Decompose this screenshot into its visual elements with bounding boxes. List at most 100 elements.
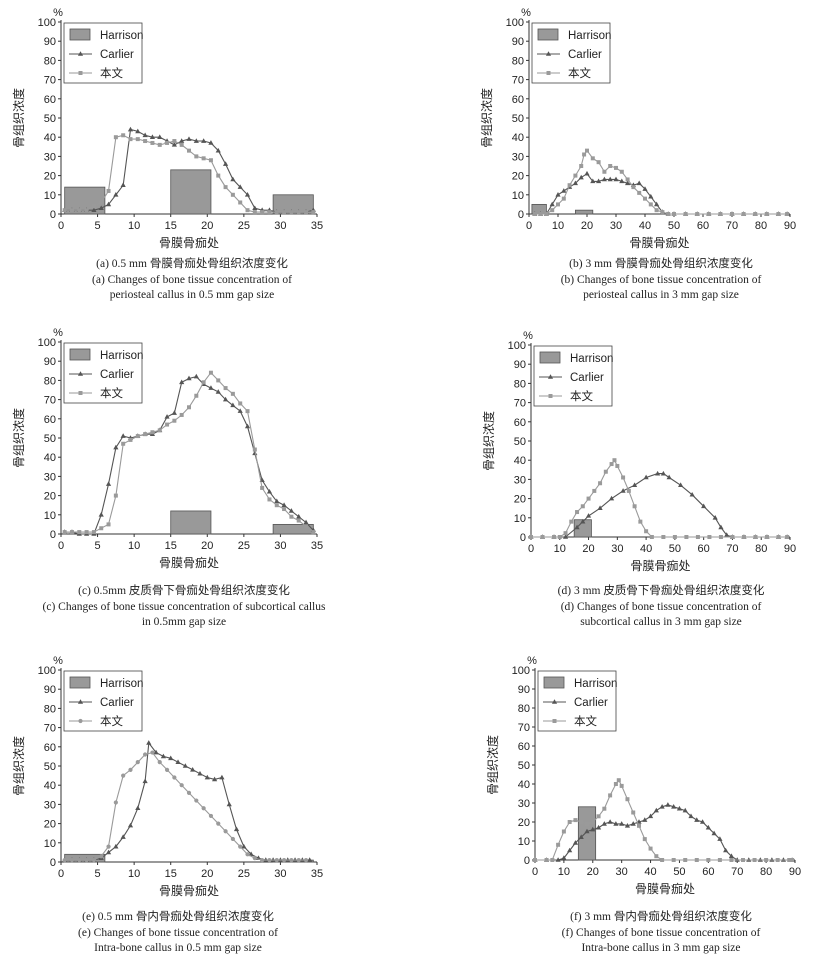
chart-c-series-carlier-point xyxy=(186,375,192,381)
chart-d-xtick-label: 50 xyxy=(669,543,681,555)
chart-c-series-bw-point xyxy=(150,430,155,435)
chart-c-series-carlier-point xyxy=(230,402,236,408)
chart-d-xtick-label: 60 xyxy=(698,543,710,555)
chart-c-series-bw-point xyxy=(223,386,228,391)
chart-c-series-bw-point xyxy=(84,530,89,535)
chart-e-xtick-label: 5 xyxy=(95,868,101,880)
chart-e-series-carlier-point xyxy=(135,805,141,811)
chart-f-series-bw-point xyxy=(790,858,795,862)
chart-c-series-bw-point xyxy=(304,524,309,529)
chart-b-legend-carlier-marker xyxy=(545,51,552,56)
chart-a-series-carlier-point xyxy=(113,192,119,197)
chart-a-series-carlier-point xyxy=(91,207,97,212)
chart-a-xtick-label: 30 xyxy=(274,220,286,232)
chart-c-xtick-label: 35 xyxy=(311,540,323,552)
chart-a-series-bw-point xyxy=(311,210,316,215)
chart-a-series-bw-point xyxy=(121,133,126,138)
chart-e-xtick-label: 25 xyxy=(238,868,250,880)
chart-c-series-bw-point xyxy=(62,530,67,535)
chart-b-series-bw-point xyxy=(602,169,607,174)
caption-d-en2: subcortical callus in 3 mm gap size xyxy=(580,616,742,628)
chart-d-series-carlier-point xyxy=(718,524,724,530)
chart-d-series-bw-point xyxy=(580,504,585,509)
chart-a-series-carlier-point xyxy=(120,182,126,187)
chart-f-series-carlier-point xyxy=(607,819,613,824)
chart-e-series-carlier-line xyxy=(64,741,310,861)
chart-f-series-carlier-point xyxy=(705,824,711,830)
chart-d-xtick-label: 70 xyxy=(726,543,738,555)
chart-c-series-bw-point xyxy=(128,437,133,442)
chart-a-ytick-label: 20 xyxy=(44,171,56,183)
chart-a-series-carlier-point xyxy=(215,147,221,153)
chart-b-legend-label: Carlier xyxy=(568,49,602,61)
chart-c-series-carlier-point xyxy=(281,502,287,507)
caption-d: (d) 3 mm 皮质骨下骨痂处骨组织浓度变化 (d) Changes of b… xyxy=(491,584,822,631)
chart-f-ytick-label: 10 xyxy=(518,836,530,848)
chart-e-series-bw-point xyxy=(157,760,162,765)
chart-e-legend-label: Carlier xyxy=(100,697,134,709)
chart-e-legend-label: Harrison xyxy=(100,678,143,690)
chart-a-xtick-label: 10 xyxy=(128,220,140,232)
chart-c-legend-label: 本文 xyxy=(100,386,123,400)
chart-d-series-carlier-point xyxy=(701,503,707,509)
chart-f-series-carlier-point xyxy=(555,857,561,862)
chart-f-series-bw-point xyxy=(752,858,757,862)
chart-e-ytick-label: 50 xyxy=(44,761,56,773)
chart-d-ytick-label: 10 xyxy=(514,513,526,525)
chart-c-series-carlier-point xyxy=(164,414,170,419)
chart-b-ytick-label: 20 xyxy=(512,171,524,183)
chart-d-series-bw-point xyxy=(707,535,712,539)
chart-b-ytick-label: 0 xyxy=(518,209,524,221)
chart-e-series-bw-point xyxy=(238,844,243,849)
chart-e-xtick-label: 0 xyxy=(58,868,64,880)
chart-e-series-carlier-point xyxy=(182,763,188,768)
chart-d-ytick-label: 30 xyxy=(514,474,526,486)
chart-c-series-carlier-point xyxy=(215,389,221,394)
chart-d-series-carlier-point xyxy=(678,482,684,487)
chart-e-series-carlier-point xyxy=(307,857,313,862)
chart-e-y-label: 骨组织浓度 xyxy=(11,736,26,796)
chart-b: 0 10 20 30 40 50 60 70 80 90 100 0 10 20 30 40 50 60 70 80 9… xyxy=(479,7,796,250)
chart-f-legend-label: 本文 xyxy=(574,714,597,728)
chart-f-series-bw-point xyxy=(642,837,647,842)
chart-a-series-bw-point xyxy=(62,208,67,213)
chart-a-ytick-label: 0 xyxy=(50,209,56,221)
chart-f-series-carlier-point xyxy=(653,807,659,813)
chart-b-series-bw-point xyxy=(608,164,613,168)
chart-c-legend-label: Harrison xyxy=(100,350,143,362)
chart-c-series-carlier-point xyxy=(193,373,199,379)
chart-f-series-carlier-point xyxy=(642,817,648,822)
chart-e-series-carlier-point xyxy=(142,778,148,784)
chart-b-series-bw-point xyxy=(573,173,578,178)
chart-f-series-bw-point xyxy=(637,823,641,828)
chart-c-series-bw-point xyxy=(216,378,221,383)
chart-e-series-bw-point xyxy=(245,852,250,857)
chart-c-ytick-label: 10 xyxy=(44,510,56,522)
chart-e-series-carlier-point xyxy=(197,770,203,776)
chart-c-series-carlier-point xyxy=(179,379,185,385)
chart-f-series-bw-point xyxy=(602,806,607,811)
chart-d-series-bw-point xyxy=(557,535,562,539)
chart-c-series-bw-point xyxy=(113,493,118,498)
chart-a-series-carlier-point xyxy=(127,126,134,132)
chart-d-ytick-label: 50 xyxy=(514,436,526,448)
chart-f-series-bw-point xyxy=(625,797,630,802)
chart-d-series-bw-point xyxy=(785,535,790,539)
chart-d-xtick-label: 80 xyxy=(755,543,767,555)
chart-a-series-bw-point xyxy=(135,137,140,142)
chart-c-series-bw-point xyxy=(135,434,140,439)
chart-c-ytick-label: 70 xyxy=(44,395,56,407)
chart-b-harrison-bar xyxy=(574,209,594,215)
chart-d-ytick-label: 80 xyxy=(514,378,526,390)
chart-a-xtick-label: 5 xyxy=(95,220,101,232)
chart-e-series-bw-point xyxy=(186,790,192,795)
chart-c-xtick-label: 10 xyxy=(128,540,140,552)
chart-e-series-bw-point xyxy=(179,783,184,788)
chart-a-series-bw-point xyxy=(157,142,162,147)
chart-a-series-bw-point xyxy=(274,210,279,215)
chart-c-series-carlier-point xyxy=(266,488,273,494)
chart-d-series-bw-point xyxy=(649,535,654,539)
chart-f-series-bw-point xyxy=(660,858,665,862)
chart-b-y-unit: % xyxy=(521,7,531,19)
caption-f-en1: (f) Changes of bone tissue concentration… xyxy=(561,926,761,939)
